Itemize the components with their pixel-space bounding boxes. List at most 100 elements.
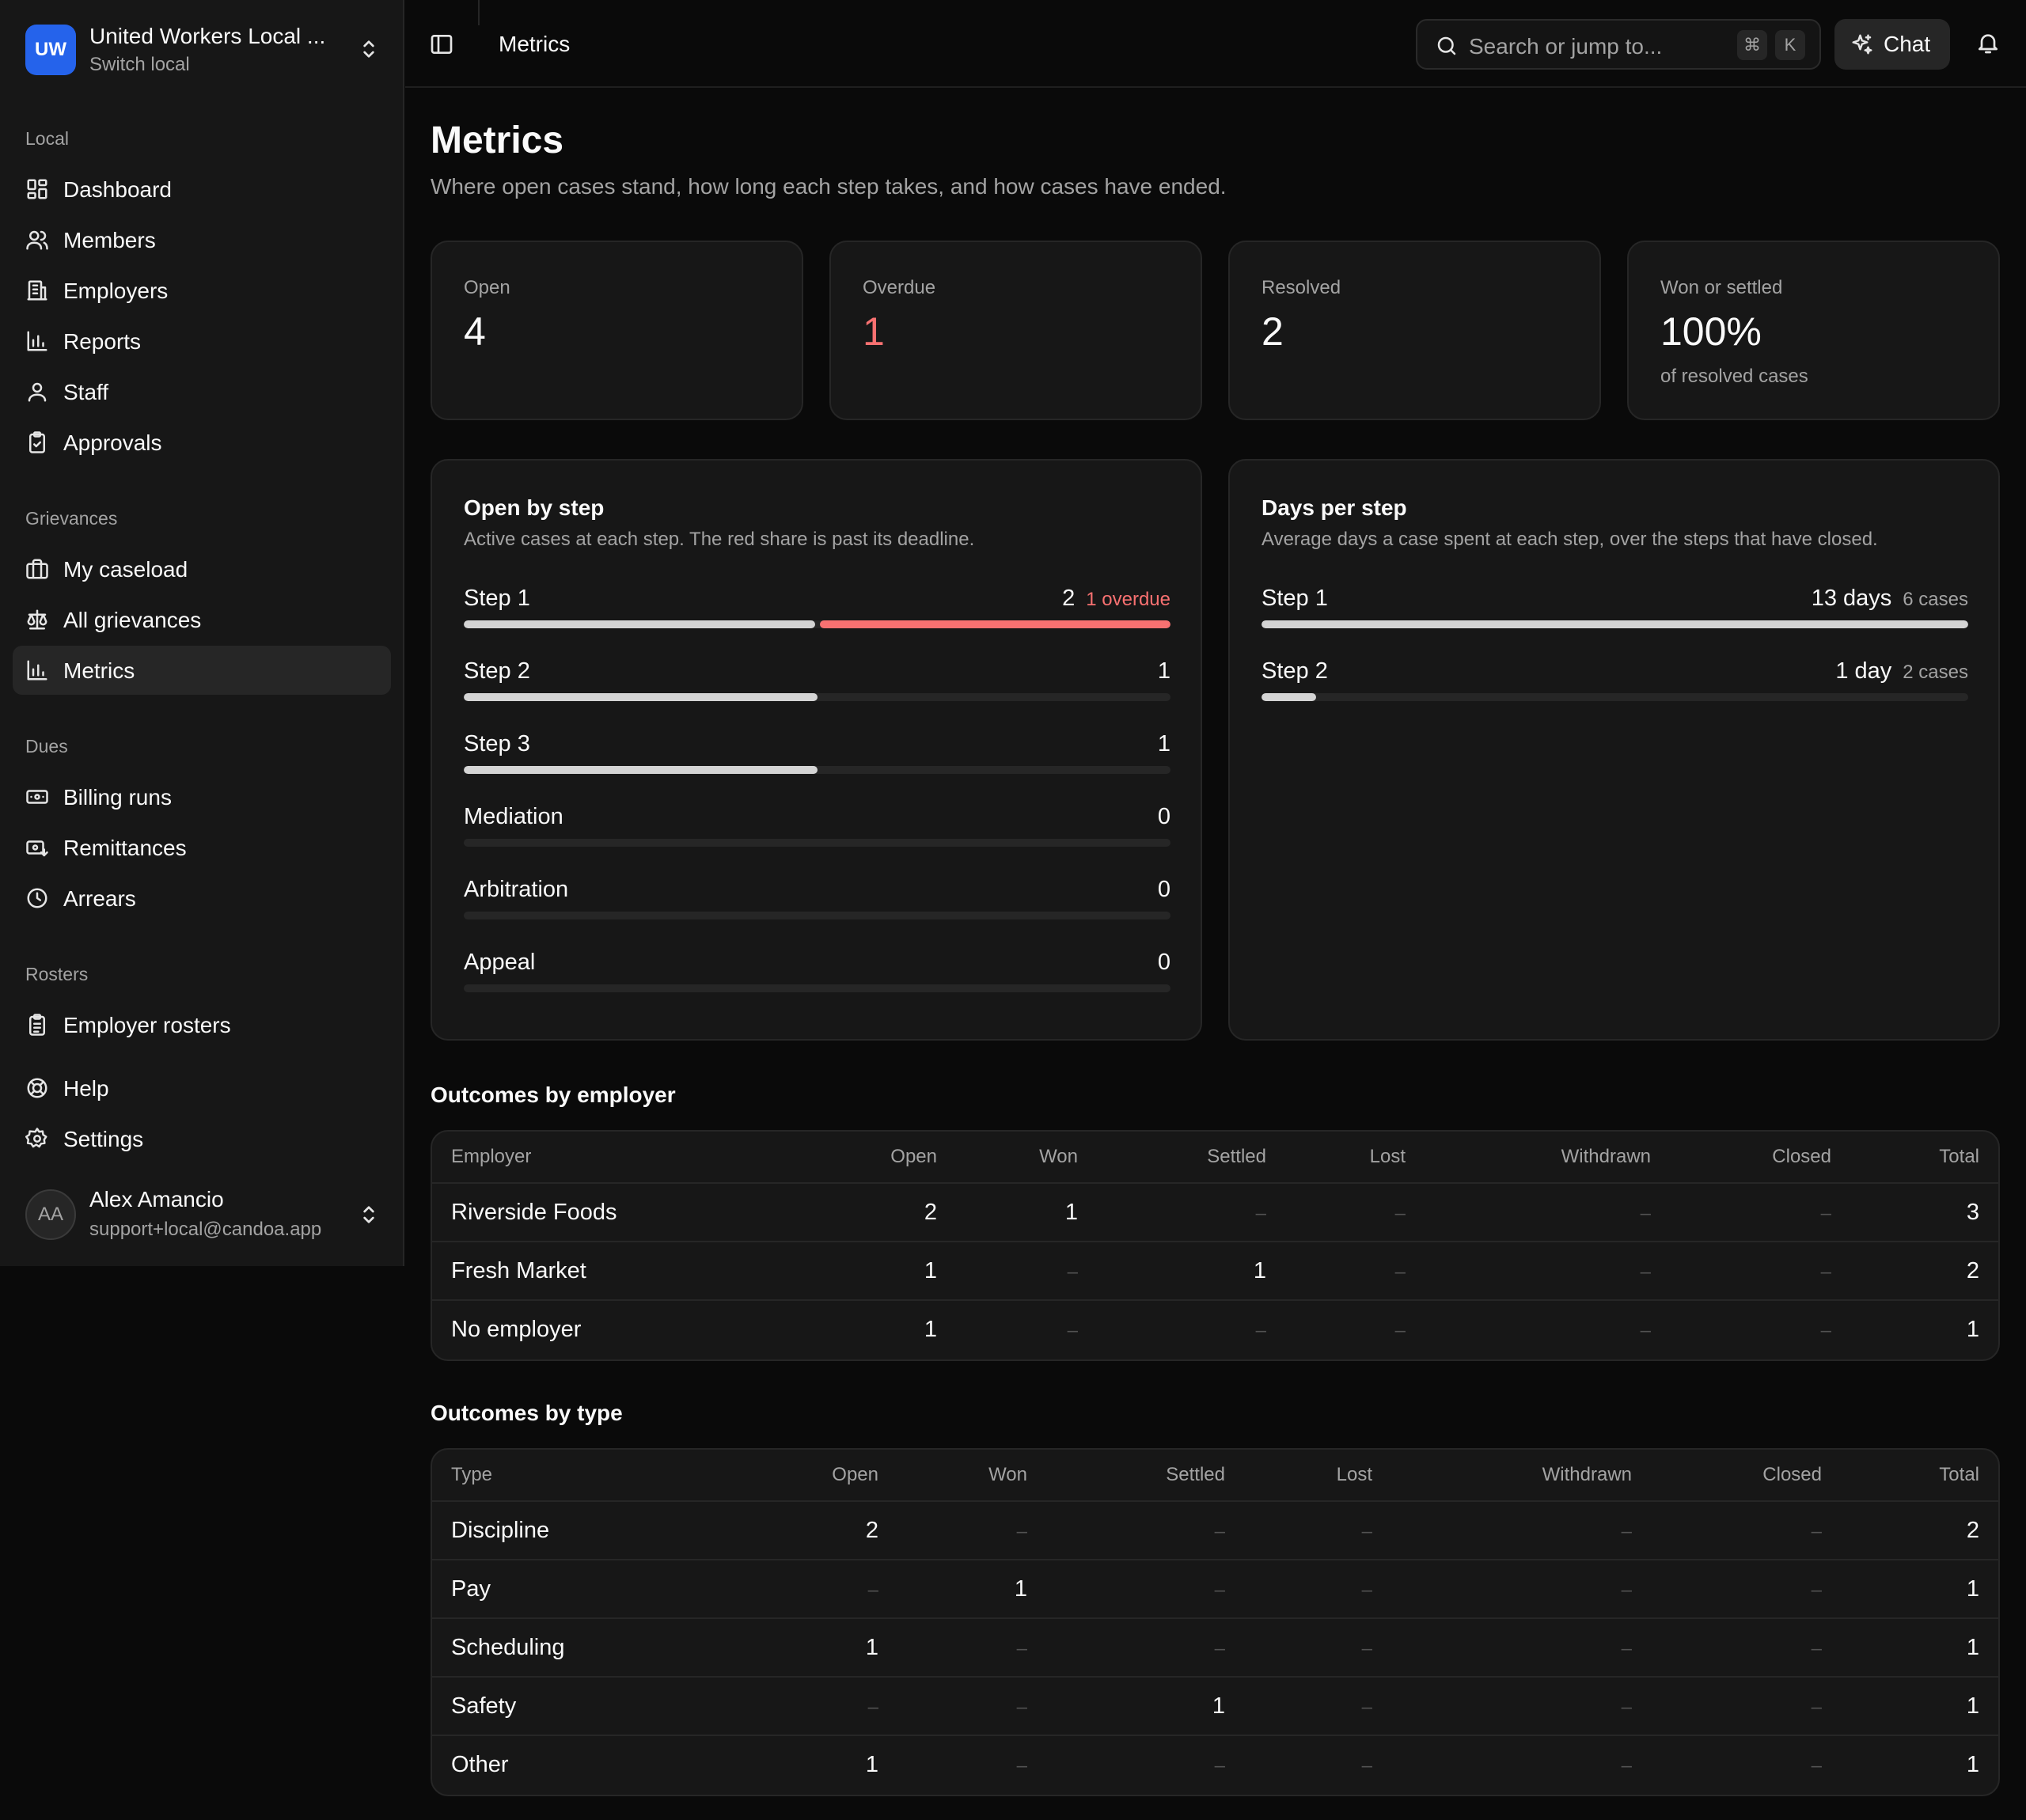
step-row: Appeal 0 — [464, 950, 1170, 994]
sidebar-toggle-icon[interactable] — [429, 32, 454, 57]
gear-icon — [25, 1128, 47, 1148]
breadcrumb: Metrics — [499, 32, 571, 56]
sidebar-item-arrears[interactable]: Arrears — [13, 874, 391, 923]
sidebar-item-label: Staff — [63, 380, 109, 404]
chat-button[interactable]: Chat — [1834, 19, 1950, 70]
sidebar-item-settings[interactable]: Settings — [13, 1114, 391, 1163]
sidebar-item-approvals[interactable]: Approvals — [13, 418, 391, 467]
table-cell: – — [1016, 1521, 1027, 1542]
users-icon — [26, 230, 48, 250]
table-cell: – — [1820, 1320, 1831, 1341]
step-row: Step 1 2 1 overdue — [464, 586, 1170, 630]
column-header: Open — [890, 1146, 937, 1167]
search-placeholder: Search or jump to... — [1469, 34, 1663, 59]
bar-chart-icon — [27, 331, 47, 351]
table-cell: 1 — [1014, 1576, 1027, 1602]
days-value-text: 13 days — [1811, 586, 1892, 611]
sidebar-item-label: Reports — [63, 329, 142, 354]
table-cell: 1 — [1966, 1576, 1979, 1602]
sidebar-item-label: My caseload — [63, 557, 188, 582]
table-cell: – — [1394, 1320, 1406, 1341]
row-label: Fresh Market — [451, 1258, 586, 1283]
step-row: Step 2 1 — [464, 658, 1170, 703]
open-by-step-panel: Open by step Active cases at each step. … — [431, 459, 1202, 1041]
sidebar-item-billing-runs[interactable]: Billing runs — [13, 772, 391, 821]
panel-subtitle: Active cases at each step. The red share… — [464, 529, 975, 550]
sidebar-item-label: Billing runs — [63, 785, 172, 810]
column-header: Withdrawn — [1561, 1146, 1651, 1167]
search-input[interactable]: Search or jump to... ⌘ K — [1416, 19, 1821, 70]
table-cell: – — [1640, 1320, 1651, 1341]
progress-fill — [1262, 620, 1968, 628]
user-name: Alex Amancio — [89, 1187, 224, 1211]
nav-section-rosters: Rosters — [25, 964, 89, 984]
step-row: Arbitration 0 — [464, 877, 1170, 921]
table-row: Riverside Foods 2 1 – – – – 3 — [432, 1184, 1998, 1242]
step-count-value: 0 — [1157, 877, 1170, 902]
user-icon — [28, 382, 47, 402]
table-cell: – — [1067, 1261, 1078, 1283]
table-cell: 2 — [1966, 1258, 1979, 1283]
days-value: 1 day 2 cases — [1835, 658, 1968, 684]
table-cell: – — [1361, 1579, 1372, 1601]
step-count: 1 — [1158, 731, 1170, 757]
org-badge: UW — [25, 25, 76, 75]
table-cell: – — [1067, 1320, 1078, 1341]
table-cell: – — [867, 1697, 878, 1718]
step-label: Mediation — [464, 804, 563, 829]
table-cell: – — [1621, 1638, 1632, 1659]
sidebar-item-help[interactable]: Help — [13, 1064, 391, 1113]
stat-label: Overdue — [863, 277, 936, 298]
table-row: No employer 1 – – – – – 1 — [432, 1301, 1998, 1359]
days-per-step-panel: Days per step Average days a case spent … — [1228, 459, 2000, 1041]
user-email: support+local@candoa.app — [89, 1219, 322, 1240]
banknote-arrow-icon — [26, 840, 48, 857]
sidebar-item-my-caseload[interactable]: My caseload — [13, 544, 391, 593]
chevron-up-down-icon — [363, 40, 374, 58]
org-switcher[interactable]: UW United Workers Local ... Switch local — [25, 24, 381, 76]
days-value-text: 1 day — [1835, 658, 1892, 684]
stat-note: of resolved cases — [1660, 366, 1808, 387]
sidebar-item-all-grievances[interactable]: All grievances — [13, 595, 391, 644]
kbd-cmd: ⌘ — [1737, 30, 1767, 60]
step-count-value: 1 — [1157, 731, 1170, 756]
table-cell: – — [1214, 1638, 1225, 1659]
sidebar-item-dashboard[interactable]: Dashboard — [13, 165, 391, 214]
column-header: Lost — [1336, 1464, 1372, 1485]
progress-track — [464, 984, 1170, 992]
progress-track — [1262, 693, 1968, 701]
sidebar-item-label: Members — [63, 228, 156, 252]
table-cell: 2 — [1966, 1518, 1979, 1543]
overdue-note: 1 overdue — [1086, 589, 1170, 610]
table-cell: – — [1621, 1755, 1632, 1776]
clipboard-list-icon — [29, 1014, 45, 1036]
search-icon — [1437, 36, 1456, 55]
banknote-icon — [26, 790, 48, 804]
table-cell: – — [1016, 1697, 1027, 1718]
sidebar-item-reports[interactable]: Reports — [13, 317, 391, 366]
step-count-value: 2 — [1062, 586, 1076, 611]
table-cell: – — [1811, 1521, 1822, 1542]
sidebar-item-metrics[interactable]: Metrics — [13, 646, 391, 695]
sidebar-item-staff[interactable]: Staff — [13, 367, 391, 416]
sidebar-item-employer-rosters[interactable]: Employer rosters — [13, 1000, 391, 1049]
table-cell: 1 — [1212, 1693, 1225, 1719]
sidebar-item-remittances[interactable]: Remittances — [13, 823, 391, 872]
column-header: Open — [832, 1464, 878, 1485]
bell-icon[interactable] — [1975, 30, 2001, 55]
sidebar-item-employers[interactable]: Employers — [13, 266, 391, 315]
avatar: AA — [25, 1189, 76, 1240]
step-label: Step 3 — [464, 731, 530, 756]
sidebar: UW United Workers Local ... Switch local… — [0, 0, 404, 1266]
column-header: Won — [1039, 1146, 1078, 1167]
user-menu[interactable]: AA Alex Amancio support+local@candoa.app — [25, 1187, 381, 1242]
row-label: Discipline — [451, 1518, 550, 1543]
days-row: Step 2 1 day 2 cases — [1262, 658, 1968, 703]
sidebar-item-members[interactable]: Members — [13, 215, 391, 264]
table-row: Safety – – 1 – – – 1 — [432, 1678, 1998, 1736]
table-cell: 1 — [865, 1752, 878, 1777]
progress-fill — [464, 620, 815, 628]
table-cell: – — [1361, 1521, 1372, 1542]
stat-value: 1 — [863, 309, 885, 354]
column-header: Settled — [1207, 1146, 1266, 1167]
